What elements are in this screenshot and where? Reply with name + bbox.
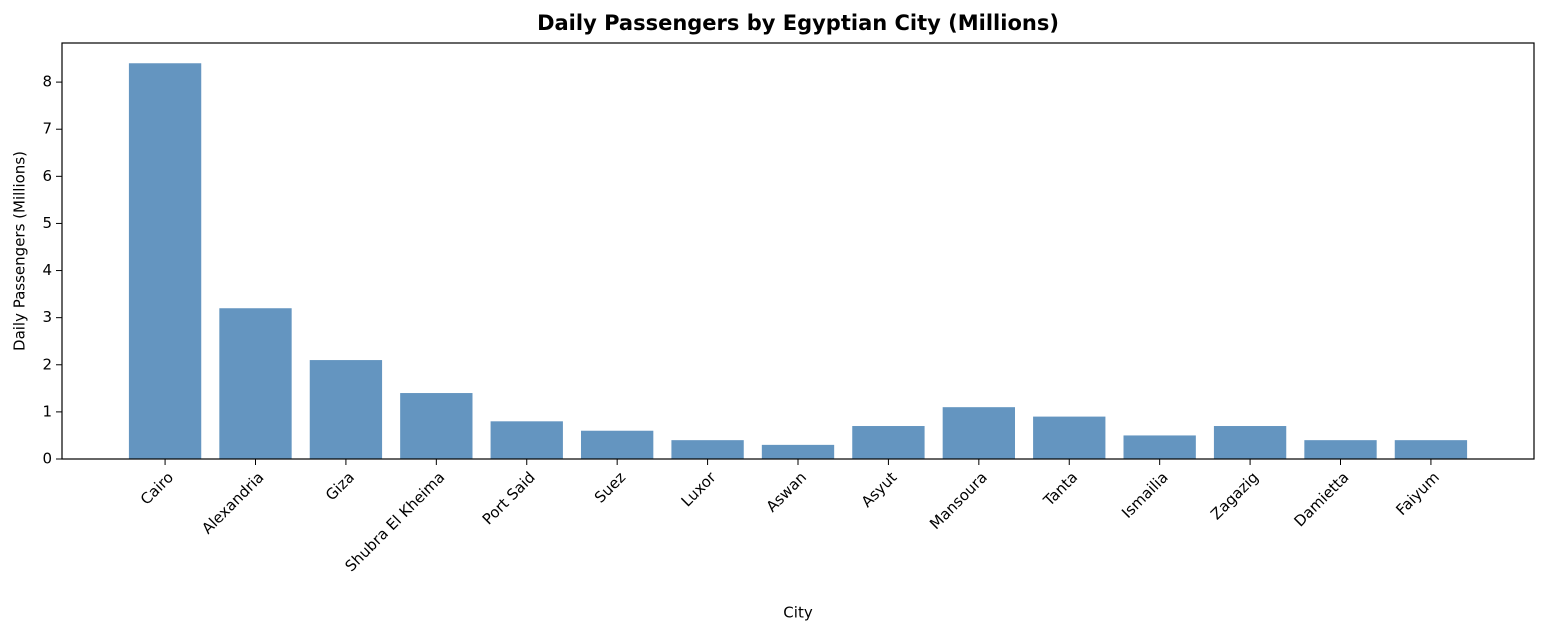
plot-frame	[61, 42, 1535, 460]
bar	[219, 308, 292, 459]
bar	[309, 360, 383, 459]
y-axis-label: Daily Passengers (Millions)	[11, 151, 29, 351]
x-tick-label: Luxor	[678, 468, 721, 511]
y-tick-label: 0	[42, 450, 52, 468]
y-tick-label: 7	[42, 120, 52, 138]
y-tick-label: 1	[42, 402, 52, 420]
bar	[490, 421, 563, 459]
x-tick-label: Port Said	[479, 468, 539, 528]
bar	[1123, 435, 1196, 459]
x-tick-label: Ismailia	[1118, 468, 1172, 522]
bar	[1304, 440, 1377, 459]
y-tick-label: 2	[42, 355, 52, 373]
bar	[852, 426, 925, 459]
bar	[942, 407, 1016, 459]
x-tick-label: Giza	[322, 468, 358, 504]
x-tick-label: Asyut	[858, 468, 901, 511]
x-tick-label: Alexandria	[198, 468, 267, 537]
x-tick-label: Damietta	[1290, 468, 1352, 530]
bar	[580, 430, 654, 459]
y-tick-label: 3	[42, 308, 52, 326]
chart-title: Daily Passengers by Egyptian City (Milli…	[537, 11, 1059, 35]
x-tick-label: Shubra El Kheima	[341, 468, 448, 575]
x-tick-label: Suez	[591, 468, 629, 506]
y-tick-label: 5	[42, 214, 52, 232]
bar	[671, 440, 744, 459]
x-tick-label: Tanta	[1039, 468, 1081, 510]
bar	[1213, 426, 1287, 459]
bar	[1394, 440, 1468, 459]
bar	[1033, 416, 1106, 459]
x-tick-label: Mansoura	[926, 468, 991, 533]
y-tick-label: 4	[42, 261, 52, 279]
bar	[400, 393, 473, 459]
x-tick-label: Cairo	[137, 468, 177, 508]
y-tick-label: 8	[42, 73, 52, 91]
bar	[761, 444, 835, 459]
bar	[128, 63, 202, 459]
y-tick-label: 6	[42, 167, 52, 185]
x-tick-label: Faiyum	[1392, 468, 1443, 519]
x-tick-label: Aswan	[763, 468, 810, 515]
x-axis-label: City	[783, 604, 813, 622]
x-tick-label: Zagazig	[1207, 468, 1262, 523]
